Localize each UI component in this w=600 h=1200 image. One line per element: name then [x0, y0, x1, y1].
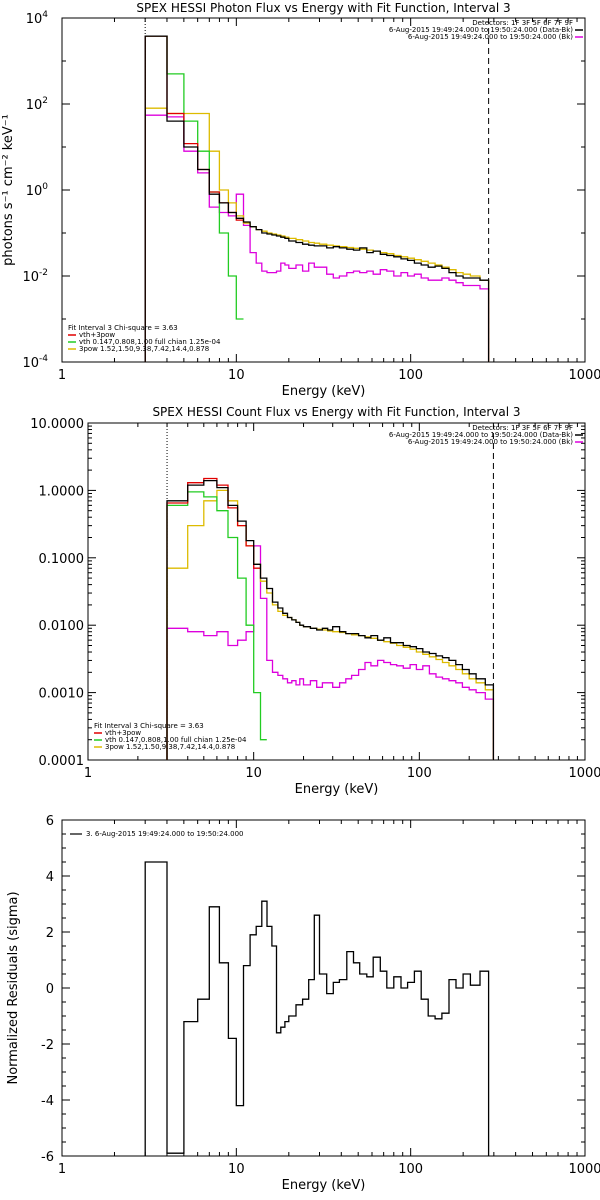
y-tick-label: 10-4 [22, 354, 48, 371]
x-tick-label: 1 [58, 1162, 66, 1177]
x-tick-label: 10 [245, 766, 262, 781]
y-tick-label: 0.1000 [39, 552, 85, 567]
legend-bottom-entry: vth 0.147,0.808,1.00 full chian 1.25e-04 [105, 736, 247, 744]
x-tick-label: 1000 [568, 766, 600, 781]
legend-bottom-entry: vth+3pow [105, 729, 141, 737]
plot-frame [87, 422, 586, 761]
y-tick-label: 1.0000 [39, 484, 85, 499]
legend-top-entry: 6-Aug-2015 19:49:24.000 to 19:50:24.000 … [408, 33, 573, 41]
legend-bottom-entry: Fit Interval 3 Chi-square = 3.63 [94, 722, 204, 730]
y-tick-label: -4 [41, 1094, 54, 1109]
x-tick-label: 10 [228, 1162, 245, 1177]
y-axis-label: photons s⁻¹ cm⁻² keV⁻¹ [1, 114, 16, 266]
y-tick-label: 0.0001 [39, 754, 85, 769]
y-tick-label: 0.0010 [39, 687, 85, 702]
y-tick-label: 10-2 [22, 268, 48, 285]
plot-frame [61, 819, 586, 1157]
x-tick-label: 100 [398, 1162, 423, 1177]
legend-top-entry: 6-Aug-2015 19:49:24.000 to 19:50:24.000 … [389, 431, 573, 439]
y-tick-label: 2 [46, 926, 54, 941]
series-line [144, 107, 490, 362]
series-line [166, 491, 267, 760]
series-line [144, 114, 490, 362]
y-tick-label: 0.0100 [39, 619, 85, 634]
x-axis-label: Energy (keV) [282, 1178, 366, 1193]
y-tick-label: 0 [46, 982, 54, 997]
y-tick-label: 4 [46, 870, 54, 885]
x-tick-label: 100 [407, 766, 432, 781]
x-tick-label: 100 [398, 368, 423, 383]
plot-frame [61, 17, 586, 363]
y-tick-label: 102 [26, 96, 48, 113]
x-axis-label: Energy (keV) [282, 384, 366, 399]
legend-bottom-entry: 3pow 1.52,1.50,9.38,7.42,14.4,0.878 [79, 345, 209, 353]
chart-title: SPEX HESSI Count Flux vs Energy with Fit… [152, 405, 520, 419]
x-tick-label: 10 [228, 368, 245, 383]
legend-bottom-entry: Fit Interval 3 Chi-square = 3.63 [68, 324, 178, 332]
legend-bottom-entry: vth 0.147,0.808,1.00 full chian 1.25e-04 [79, 338, 221, 346]
legend-top-entry: 6-Aug-2015 19:49:24.000 to 19:50:24.000 … [389, 26, 573, 34]
legend-top-entry: Detectors: 1F 3F 5F 6F 7F 9F [472, 19, 573, 27]
x-tick-label: 1 [84, 766, 92, 781]
series-line [166, 479, 495, 760]
legend-bottom-entry: vth+3pow [79, 331, 115, 339]
x-tick-label: 1000 [568, 1162, 600, 1177]
legend-top-entry: Detectors: 1F 3F 5F 6F 7F 9F [472, 424, 573, 432]
legend-top-entry: 6-Aug-2015 19:49:24.000 to 19:50:24.000 … [408, 438, 573, 446]
y-tick-label: -6 [41, 1150, 54, 1165]
y-tick-label: 10.0000 [30, 417, 84, 432]
x-axis-label: Energy (keV) [295, 782, 379, 797]
legend-bottom-entry: 3pow 1.52,1.50,9.38,7.42,14.4,0.878 [105, 743, 235, 751]
panel-1: SPEX HESSI Photon Flux vs Energy with Fi… [1, 1, 600, 399]
y-tick-label: 104 [26, 10, 49, 27]
series-line [144, 35, 490, 362]
y-tick-label: -2 [41, 1038, 54, 1053]
x-tick-label: 1000 [568, 368, 600, 383]
y-tick-label: 6 [46, 814, 54, 829]
y-tick-label: 100 [26, 182, 49, 199]
legend-top-entry: 3. 6-Aug-2015 19:49:24.000 to 19:50:24.0… [86, 830, 244, 838]
series-line [166, 545, 495, 760]
panel-3: 1 10 100 1000 Energy (keV) -6 -4 -2 0 2 4 6 Normaliz… [6, 814, 600, 1193]
series-line [144, 861, 490, 1156]
panel-2: SPEX HESSI Count Flux vs Energy with Fit… [30, 405, 600, 797]
series-line [166, 489, 495, 760]
chart-title: SPEX HESSI Photon Flux vs Energy with Fi… [136, 1, 510, 15]
x-tick-label: 1 [58, 368, 66, 383]
y-axis-label: Normalized Residuals (sigma) [6, 891, 21, 1084]
